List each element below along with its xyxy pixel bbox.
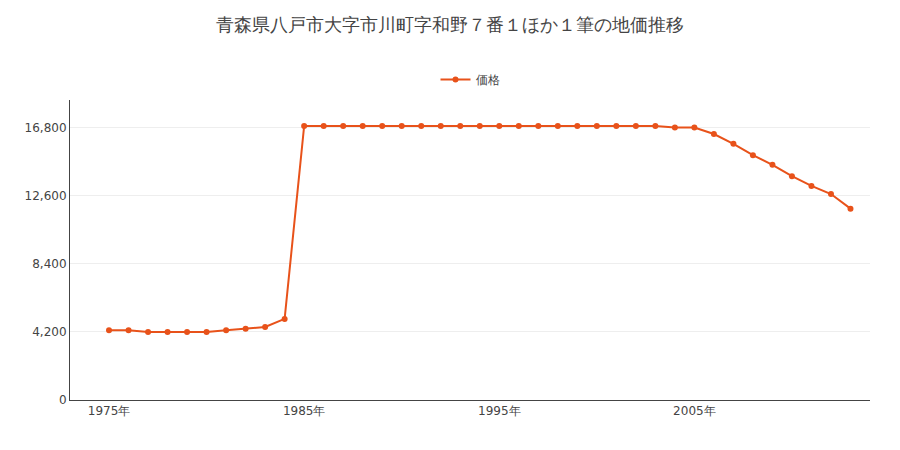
svg-text:16,800: 16,800 [25,121,67,135]
svg-text:1995年: 1995年 [478,404,521,418]
svg-text:4,200: 4,200 [32,325,66,339]
svg-text:0: 0 [59,393,67,407]
svg-text:12,600: 12,600 [25,189,67,203]
svg-text:2005年: 2005年 [673,404,716,418]
svg-text:8,400: 8,400 [32,257,66,271]
svg-text:価格: 価格 [476,73,500,87]
svg-text:1985年: 1985年 [283,404,326,418]
svg-text:青森県八戸市大字市川町字和野７番１ほか１筆の地価推移: 青森県八戸市大字市川町字和野７番１ほか１筆の地価推移 [216,14,684,35]
svg-text:1975年: 1975年 [88,404,131,418]
